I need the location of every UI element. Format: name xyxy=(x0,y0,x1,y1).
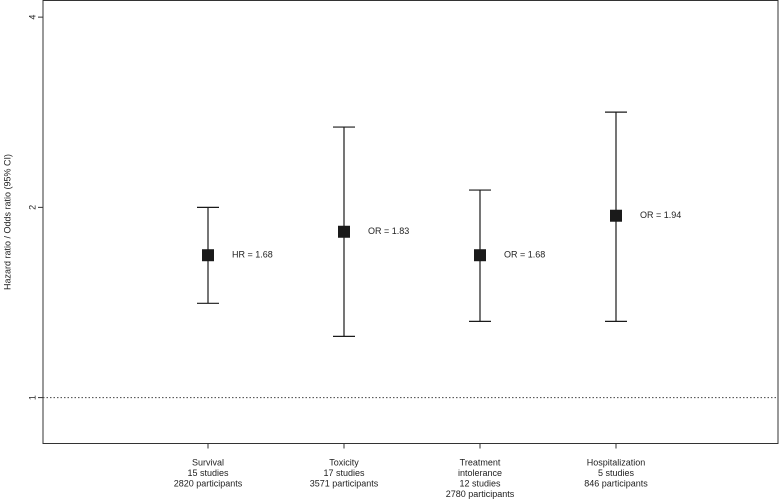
value-label: HR = 1.68 xyxy=(232,250,273,260)
point-estimate xyxy=(610,209,622,222)
point-estimate xyxy=(474,249,486,262)
value-label: OR = 1.94 xyxy=(640,210,681,220)
y-tick-label: 4 xyxy=(27,15,37,20)
x-tick-label: Hospitalization xyxy=(587,457,646,467)
x-tick-label: 5 studies xyxy=(598,468,635,478)
y-tick-label: 1 xyxy=(27,395,37,400)
x-tick-label: 3571 participants xyxy=(310,478,379,488)
x-tick-label: Survival xyxy=(192,457,224,467)
x-tick-label: Treatment xyxy=(460,457,501,467)
x-tick-label: 17 studies xyxy=(323,468,365,478)
x-tick-label: 15 studies xyxy=(187,468,229,478)
y-tick-label: 2 xyxy=(27,205,37,210)
y-axis-label: Hazard ratio / Odds ratio (95% CI) xyxy=(2,154,12,290)
x-tick-label: Toxicity xyxy=(329,457,359,467)
x-tick-label: 846 participants xyxy=(584,478,648,488)
value-label: OR = 1.68 xyxy=(504,250,545,260)
x-tick-label: intolerance xyxy=(458,468,502,478)
point-estimate xyxy=(338,225,350,238)
x-tick-label: 12 studies xyxy=(459,478,501,488)
x-tick-label: 2820 participants xyxy=(174,478,243,488)
point-estimate xyxy=(202,249,214,262)
plot-frame xyxy=(42,0,779,444)
value-label: OR = 1.83 xyxy=(368,226,409,236)
x-tick-label: 2780 participants xyxy=(446,489,515,499)
